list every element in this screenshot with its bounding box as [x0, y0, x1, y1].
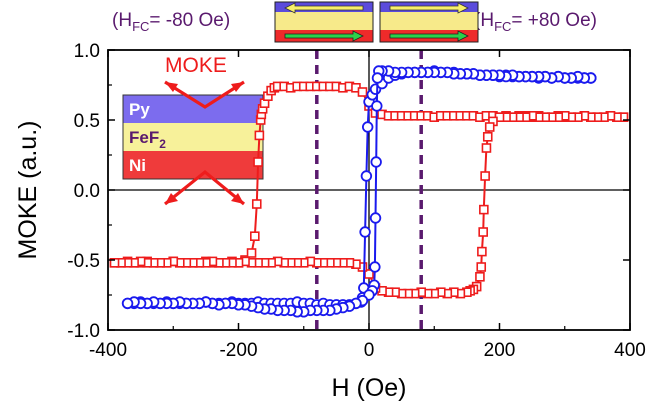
point-series-1-loop-1-34: [371, 72, 384, 84]
point-series-0-loop-0-22: [250, 231, 260, 241]
fc-label-right-prefix: (H: [474, 10, 494, 31]
inset-layer-text-0: Py: [129, 100, 150, 119]
y-tick-label-3: 0.5: [74, 111, 100, 132]
inset-layer-2: [123, 151, 263, 179]
point-series-0-loop-1-26: [478, 227, 488, 237]
fc-label-left-suffix: = -80 Oe): [149, 10, 230, 31]
spin-stack-right: [379, 1, 479, 43]
spin-stack-left-border: [274, 1, 374, 43]
spin-stack-right-py-arrow-icon: [389, 2, 469, 14]
point-series-1-loop-0-39: [359, 226, 371, 238]
point-series-0-loop-1-25: [479, 204, 489, 215]
y-tick-label-4: 1.0: [74, 41, 100, 62]
point-series-0-loop-1-87: [109, 257, 120, 268]
laser-top-arrowhead-2-icon: [231, 82, 244, 92]
inset-group: Py FeF2 Ni: [122, 94, 264, 180]
fc-label-right: (HFC= +80 Oe): [474, 10, 597, 34]
moke-label: MOKE: [165, 54, 227, 77]
laser-bottom-arrowhead-2-icon: [231, 193, 244, 204]
inset-layer-label-1: FeF2: [129, 128, 166, 151]
point-series-1-loop-1-38: [369, 261, 381, 273]
point-series-1-loop-1-35: [371, 100, 383, 112]
y-tick-label-0: -1.0: [67, 321, 100, 342]
fc-label-left: (HFC= -80 Oe): [112, 10, 230, 34]
y-tick-label-1: -0.5: [67, 251, 100, 272]
laser-top-icon: [164, 80, 245, 109]
spin-stack-right-fef2-layer: [380, 12, 478, 30]
point-series-0-loop-1-23: [481, 143, 492, 153]
inset-layer-label-0: Py: [129, 100, 150, 119]
point-series-1-loop-1-78: [121, 297, 134, 310]
spin-stack-right-ni-arrow-icon: [389, 30, 469, 42]
inset-layer-label-2: Ni: [129, 156, 146, 175]
fc-label-left-sub: FC: [132, 19, 149, 34]
y-axis-title: MOKE (a.u.): [14, 121, 42, 260]
spin-stack-right-border: [379, 1, 479, 43]
spin-stack-left-fef2-layer: [275, 12, 373, 30]
spin-stack-left-py-arrow-icon: [284, 2, 364, 14]
fc-label-left-prefix: (H: [112, 10, 132, 31]
axes: -400 -200 0 200 400 -1.0 -0.5 0.0 0.5 1.0 H (Oe) MO…: [14, 41, 646, 402]
point-series-0-loop-1-28: [476, 262, 487, 272]
laser-bottom-icon: [164, 169, 246, 206]
point-series-0-loop-1-24: [480, 171, 490, 181]
point-series-0-loop-0-21: [246, 248, 257, 258]
y-tick-label-2: 0.0: [74, 181, 100, 202]
x-tick-label-3: 200: [484, 340, 516, 361]
spin-stack-left: [274, 1, 374, 43]
fc-label-right-sub: FC: [494, 19, 511, 34]
spin-stack-left-ni-arrow-icon: [284, 30, 364, 42]
point-series-0-loop-0-24: [253, 157, 263, 167]
inset-layer-text-1: FeF: [129, 128, 159, 147]
laser-top-arrowhead-icon: [165, 82, 178, 92]
point-series-0-loop-0-46: [357, 87, 368, 97]
x-tick-label-4: 400: [614, 340, 646, 361]
x-tick-label-1: -200: [219, 340, 257, 361]
plot-area: [108, 50, 630, 330]
inset-layer-sub-1: 2: [159, 137, 166, 151]
x-tick-label-2: 0: [364, 340, 375, 361]
point-series-0-loop-1-21: [484, 122, 495, 132]
annotations: (HFC= -80 Oe) (HFC= +80 Oe)MOKE: [112, 1, 597, 206]
point-series-0-loop-0-23: [251, 199, 262, 209]
x-axis-title: H (Oe): [332, 374, 407, 402]
inset-layer-text-2: Ni: [129, 156, 146, 175]
point-series-0-loop-1-22: [482, 132, 493, 142]
point-series-1-loop-0-41: [361, 121, 374, 133]
point-series-1-loop-0-40: [360, 170, 373, 182]
x-tick-label-0: -400: [89, 340, 127, 361]
point-series-0-loop-0-25: [254, 130, 265, 141]
point-series-0-loop-1-27: [477, 246, 487, 257]
laser-bottom-arrowhead-icon: [165, 193, 178, 204]
fc-label-right-suffix: = +80 Oe): [511, 10, 597, 31]
point-series-0-loop-1-29: [475, 271, 485, 282]
point-series-1-loop-1-37: [369, 212, 382, 224]
inset-layer-1: [123, 123, 263, 151]
point-series-1-loop-1-36: [370, 156, 382, 168]
